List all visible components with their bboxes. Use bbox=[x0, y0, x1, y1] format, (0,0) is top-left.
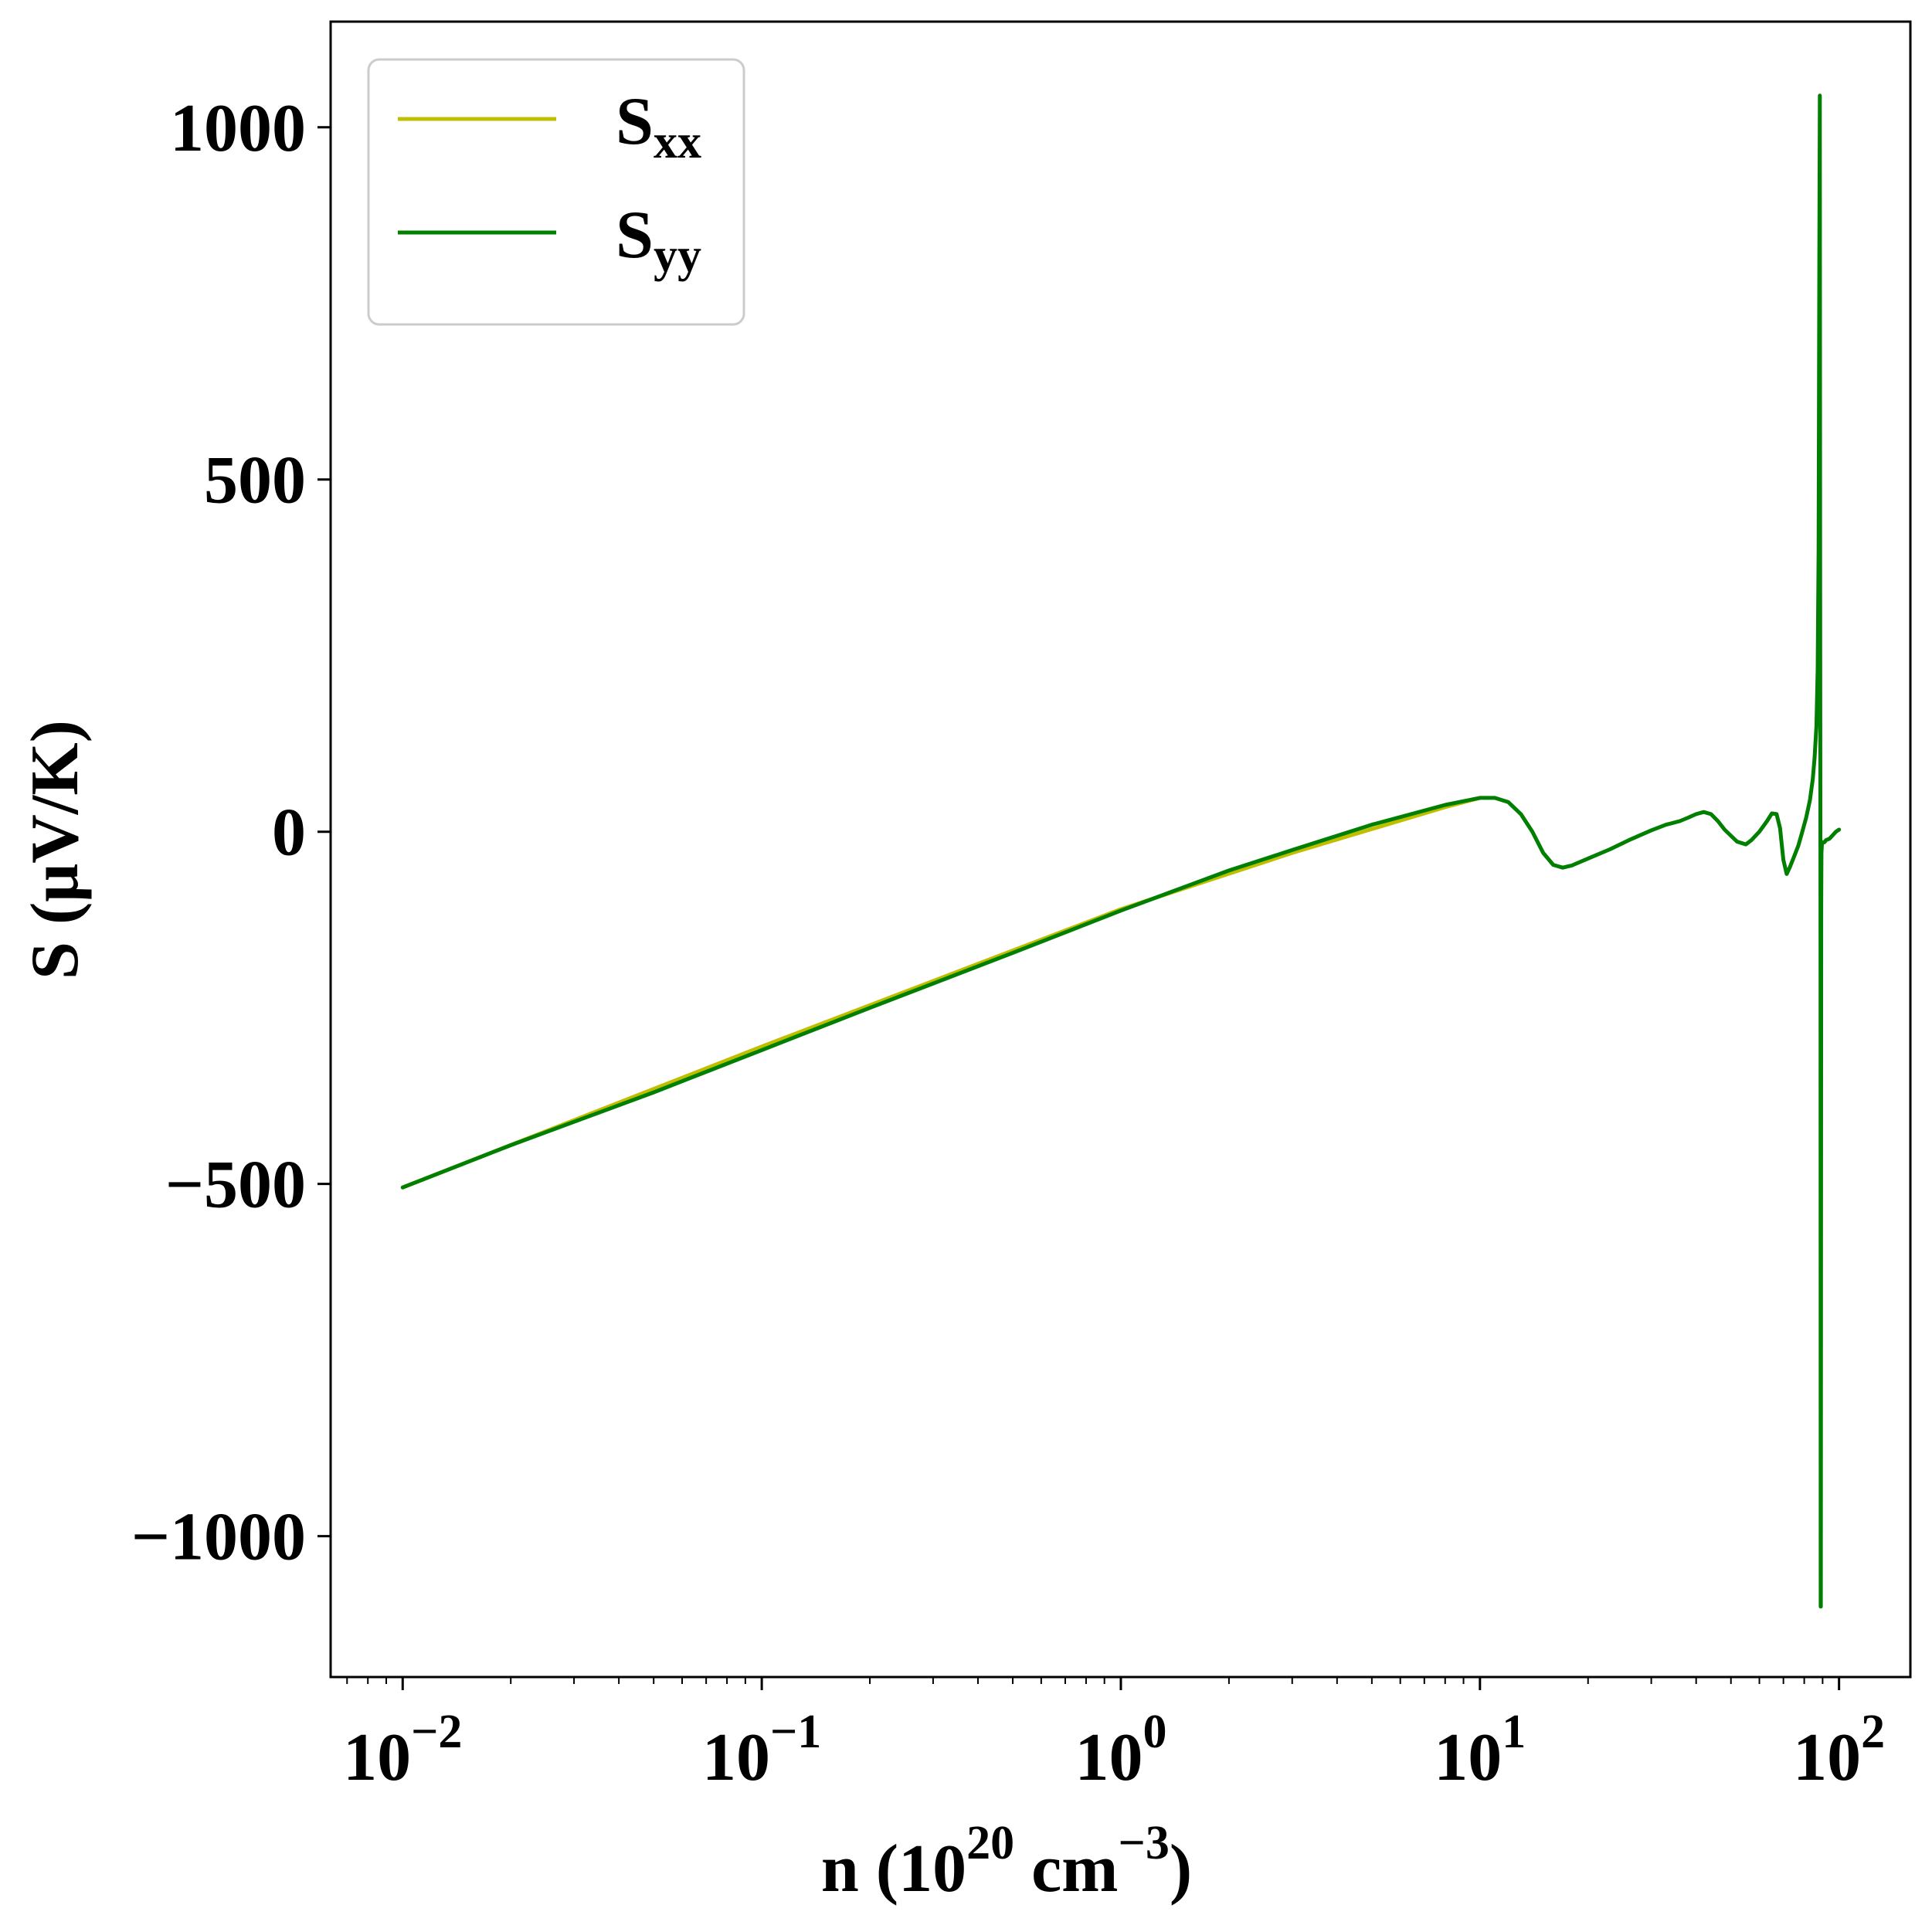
x-axis-label-exp2: −3 bbox=[1118, 1817, 1169, 1869]
x-axis-label-end: ) bbox=[1170, 1832, 1192, 1906]
x-axis-label-base: n (10 bbox=[821, 1832, 966, 1906]
x-tick-label: 10−2 bbox=[343, 1706, 462, 1795]
y-axis-label: S (μV/K) bbox=[18, 720, 93, 979]
y-tick-label: −500 bbox=[165, 1148, 306, 1223]
legend-label-syy: Syy bbox=[616, 198, 701, 282]
x-axis-label-exp1: 20 bbox=[966, 1817, 1014, 1869]
axes-frame bbox=[329, 20, 1912, 1679]
x-axis-label-mid: cm bbox=[1014, 1832, 1118, 1906]
series-line-sxx bbox=[400, 796, 1482, 1190]
series-layer bbox=[400, 93, 1842, 1609]
x-tick-label: 100 bbox=[1075, 1706, 1166, 1795]
y-tick-label: 0 bbox=[272, 796, 306, 871]
legend-label-sxx: Sxx bbox=[616, 84, 701, 168]
x-axis-label: n (1020 cm−3) bbox=[821, 1817, 1192, 1906]
y-tick-label: 1000 bbox=[170, 91, 306, 166]
y-tick-label: 500 bbox=[204, 443, 306, 518]
tick-layer: −1000 −500 0 500 1000 10−2 10−1 100 101 102 bbox=[131, 91, 1885, 1795]
x-tick-label: 102 bbox=[1793, 1706, 1885, 1795]
legend: Sxx Syy bbox=[367, 58, 745, 326]
y-tick-label: −1000 bbox=[131, 1500, 306, 1575]
x-tick-label: 101 bbox=[1434, 1706, 1526, 1795]
legend-box bbox=[367, 58, 745, 326]
x-tick-label: 10−1 bbox=[702, 1706, 821, 1795]
series-line-syy bbox=[400, 93, 1842, 1609]
